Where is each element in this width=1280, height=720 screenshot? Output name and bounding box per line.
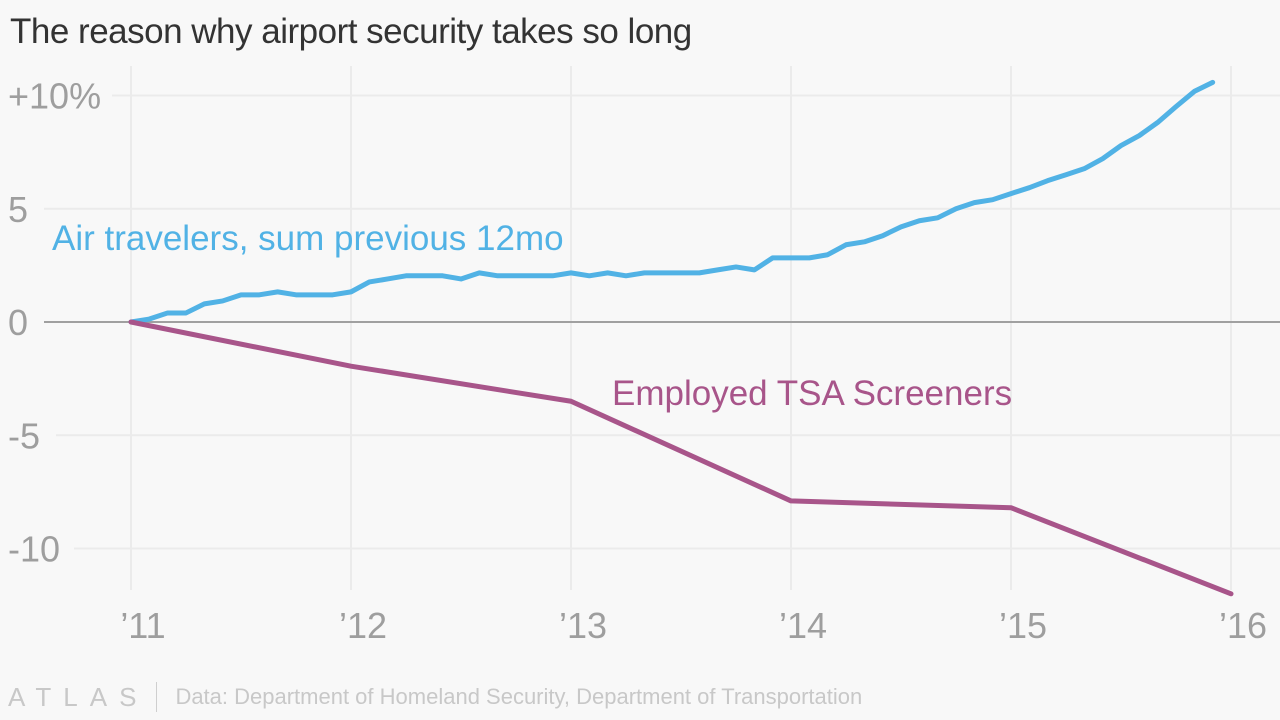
horizontal-gridlines bbox=[44, 94, 1280, 550]
series-line-air-travelers bbox=[128, 79, 1216, 325]
y-axis-ticks: +10% 5 0 -5 -10 bbox=[8, 76, 101, 570]
series-lines bbox=[128, 79, 1234, 597]
x-tick-label: ’11 bbox=[120, 605, 165, 646]
x-tick-label: ’14 bbox=[779, 605, 827, 646]
x-tick-label: ’16 bbox=[1219, 605, 1267, 646]
y-tick-label: -5 bbox=[8, 415, 40, 456]
atlas-logo: ATLAS bbox=[8, 681, 149, 712]
series-label-air-travelers: Air travelers, sum previous 12mo bbox=[52, 219, 564, 258]
line-chart: +10% 5 0 -5 -10 ’11 ’12 ’13 ’14 ’15 ’16 Air trave… bbox=[8, 66, 1280, 646]
x-tick-label: ’12 bbox=[339, 605, 387, 646]
x-tick-label: ’13 bbox=[559, 605, 607, 646]
series-line-tsa-screeners bbox=[128, 319, 1234, 597]
source-note: Data: Department of Homeland Security, D… bbox=[175, 684, 863, 709]
footer: ATLAS Data: Department of Homeland Secur… bbox=[8, 680, 862, 714]
y-tick-label: -10 bbox=[8, 529, 60, 570]
x-tick-label: ’15 bbox=[999, 605, 1047, 646]
y-tick-label: 0 bbox=[8, 302, 28, 343]
footer-divider bbox=[156, 682, 158, 712]
series-label-tsa-screeners: Employed TSA Screeners bbox=[612, 374, 1012, 413]
y-tick-label: +10% bbox=[8, 76, 101, 117]
chart-title: The reason why airport security takes so… bbox=[10, 12, 692, 51]
x-axis-ticks: ’11 ’12 ’13 ’14 ’15 ’16 bbox=[120, 605, 1267, 646]
y-tick-label: 5 bbox=[8, 189, 28, 230]
series-labels: Air travelers, sum previous 12mo Employed… bbox=[52, 219, 1012, 413]
vertical-gridlines bbox=[130, 66, 1232, 590]
